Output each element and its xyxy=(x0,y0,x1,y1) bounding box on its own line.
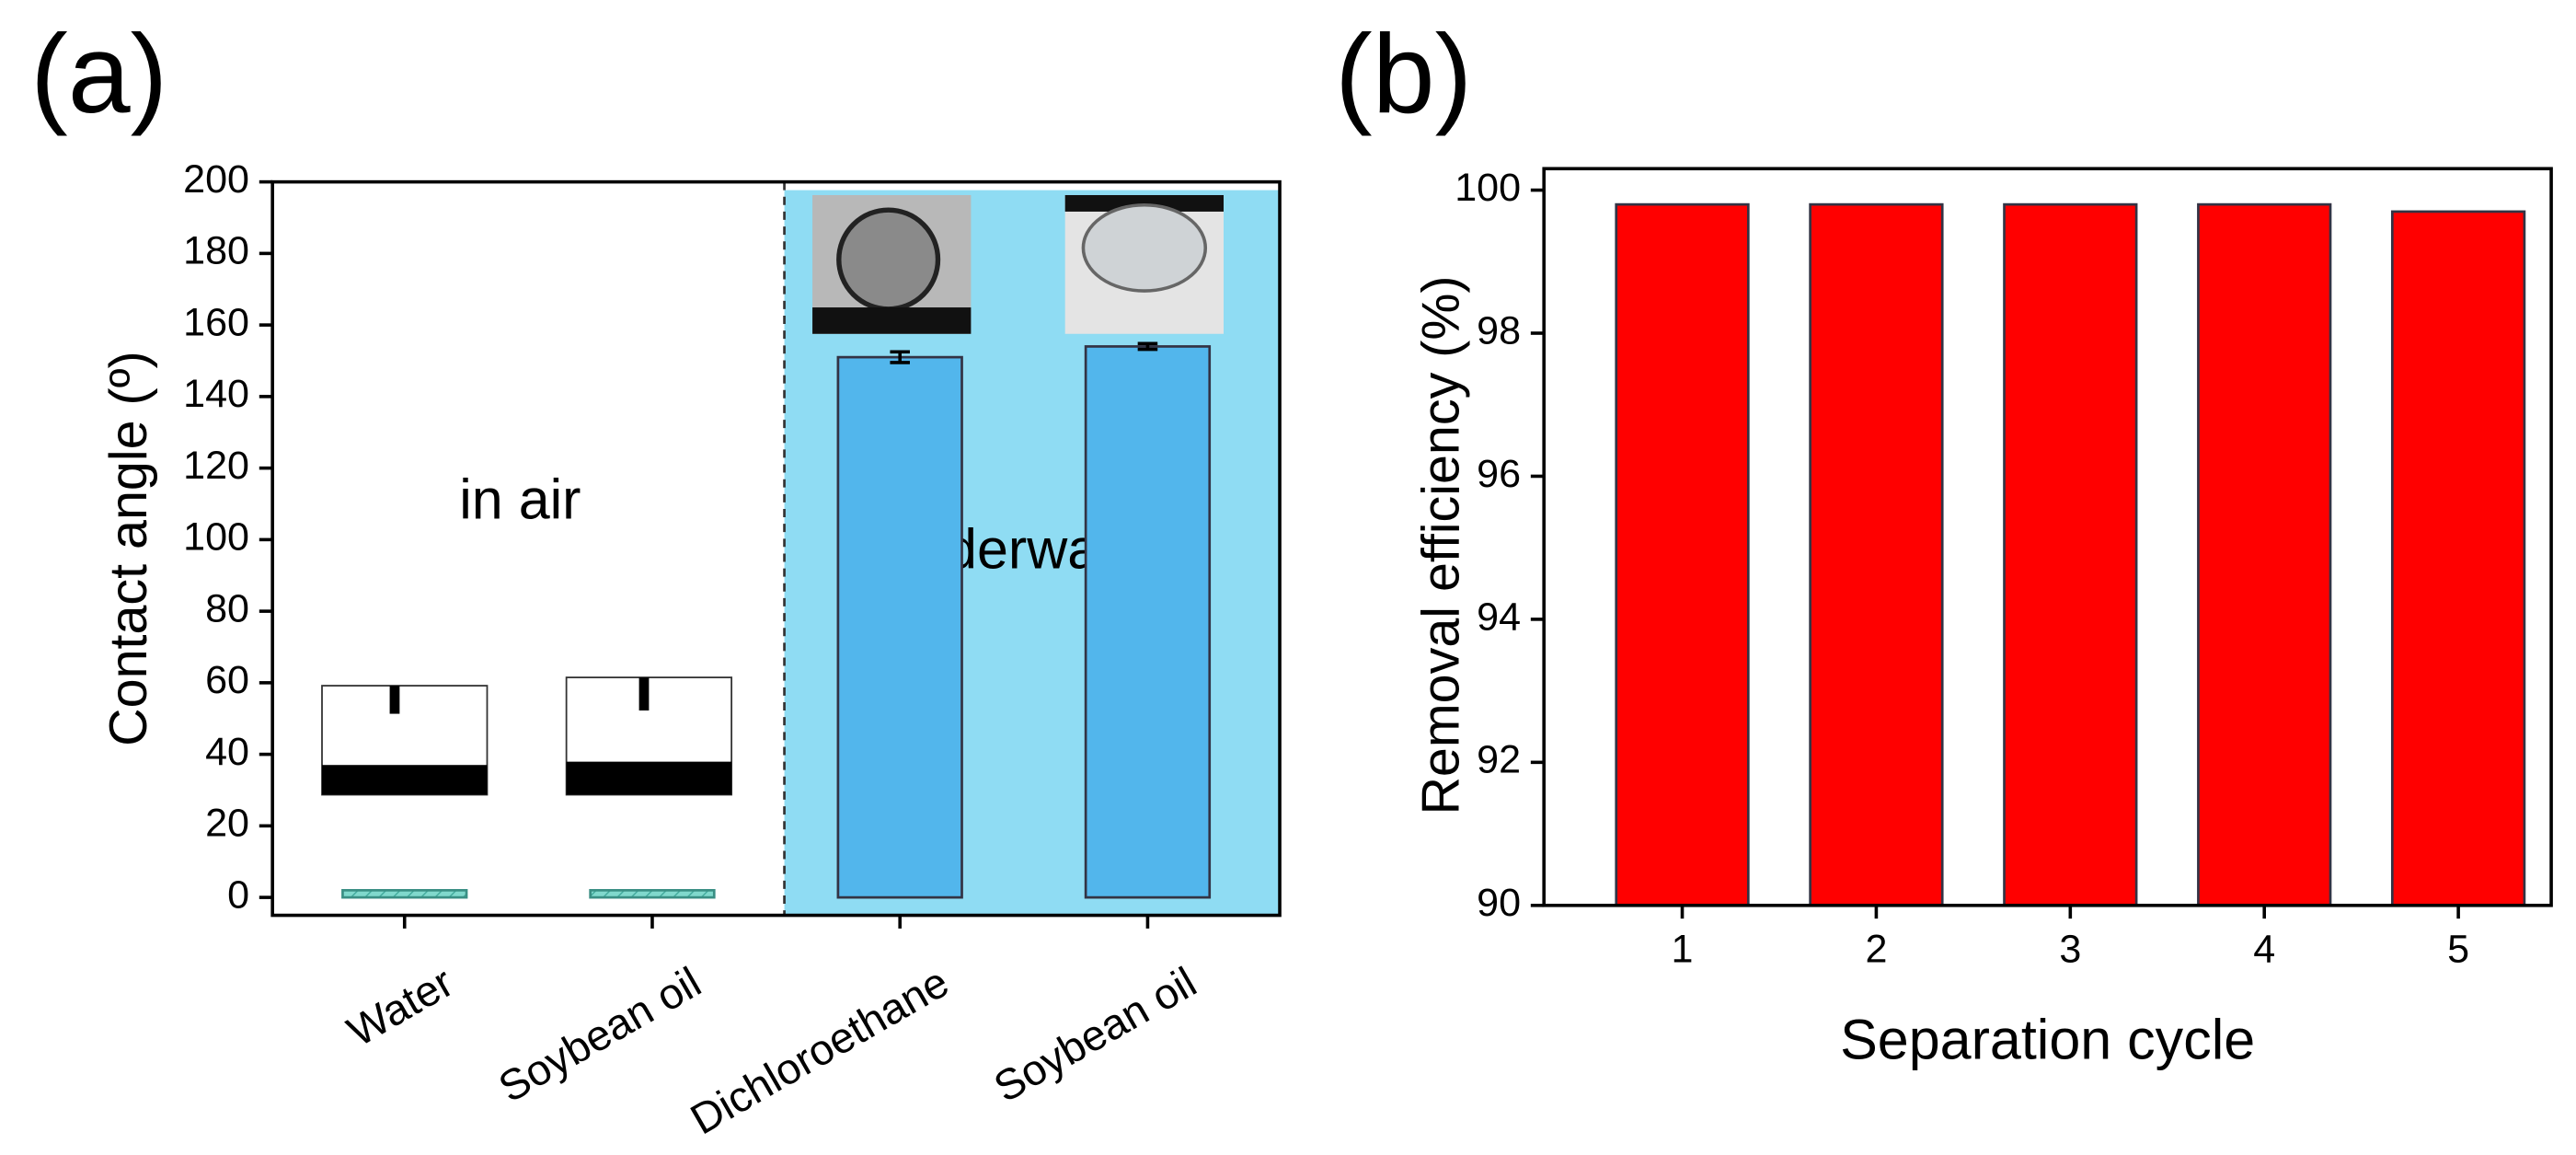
y-tick-label: 100 xyxy=(183,515,249,560)
x-tick-label: Soybean oil xyxy=(986,958,1204,1112)
plot-frame xyxy=(1542,167,2553,907)
bar xyxy=(2003,202,2138,907)
bar xyxy=(836,355,963,899)
y-tick-label: 0 xyxy=(227,872,249,917)
y-tick-label: 80 xyxy=(205,586,249,630)
bar xyxy=(341,888,468,899)
x-tick-label: 3 xyxy=(2059,927,2081,971)
inset-water xyxy=(321,685,489,796)
y-axis-label: Removal efficiency (%) xyxy=(1412,275,1471,814)
error-bar xyxy=(890,350,910,364)
bar xyxy=(2197,202,2332,907)
x-axis-label: Separation cycle xyxy=(1840,1009,2255,1071)
y-tick-label: 94 xyxy=(1477,595,1521,639)
x-tick-label: 4 xyxy=(2253,927,2275,971)
panel-label: (a) xyxy=(30,11,167,136)
y-tick-label: 120 xyxy=(183,444,249,488)
bar xyxy=(1084,345,1212,899)
inset-soybean-air xyxy=(565,676,733,796)
y-tick-label: 100 xyxy=(1455,166,1521,210)
x-tick-label: 5 xyxy=(2447,927,2469,971)
y-tick-label: 140 xyxy=(183,372,249,416)
x-tick-label: 1 xyxy=(1672,927,1694,971)
bar xyxy=(1615,202,1750,907)
inset-dichloroethane xyxy=(812,194,972,334)
y-tick-label: 180 xyxy=(183,229,249,273)
annotation: in air xyxy=(459,468,581,531)
y-tick-label: 90 xyxy=(1477,881,1521,925)
y-tick-label: 96 xyxy=(1477,452,1521,496)
x-tick-label: Water xyxy=(339,958,461,1056)
inset-soybean-water xyxy=(1064,194,1224,334)
error-bar xyxy=(1137,341,1158,352)
marks: (a)Contact angle (º) in airunderwater0204… xyxy=(30,11,2553,1144)
x-tick-label: Dichloroethane xyxy=(683,958,957,1144)
x-tick-label: Soybean oil xyxy=(490,958,708,1112)
y-tick-label: 40 xyxy=(205,730,249,774)
y-tick-label: 92 xyxy=(1477,738,1521,782)
y-tick-label: 160 xyxy=(183,301,249,345)
bar xyxy=(2390,210,2526,907)
bar xyxy=(589,888,716,899)
bar xyxy=(1809,202,1944,907)
y-axis-label: Contact angle (º) xyxy=(99,351,158,746)
y-tick-label: 60 xyxy=(205,658,249,702)
plot-frame xyxy=(270,179,1282,918)
y-tick-label: 20 xyxy=(205,802,249,846)
x-tick-label: 2 xyxy=(1865,927,1887,971)
y-tick-label: 98 xyxy=(1477,308,1521,352)
y-tick-label: 200 xyxy=(183,157,249,202)
panel-label: (b) xyxy=(1335,11,1472,136)
